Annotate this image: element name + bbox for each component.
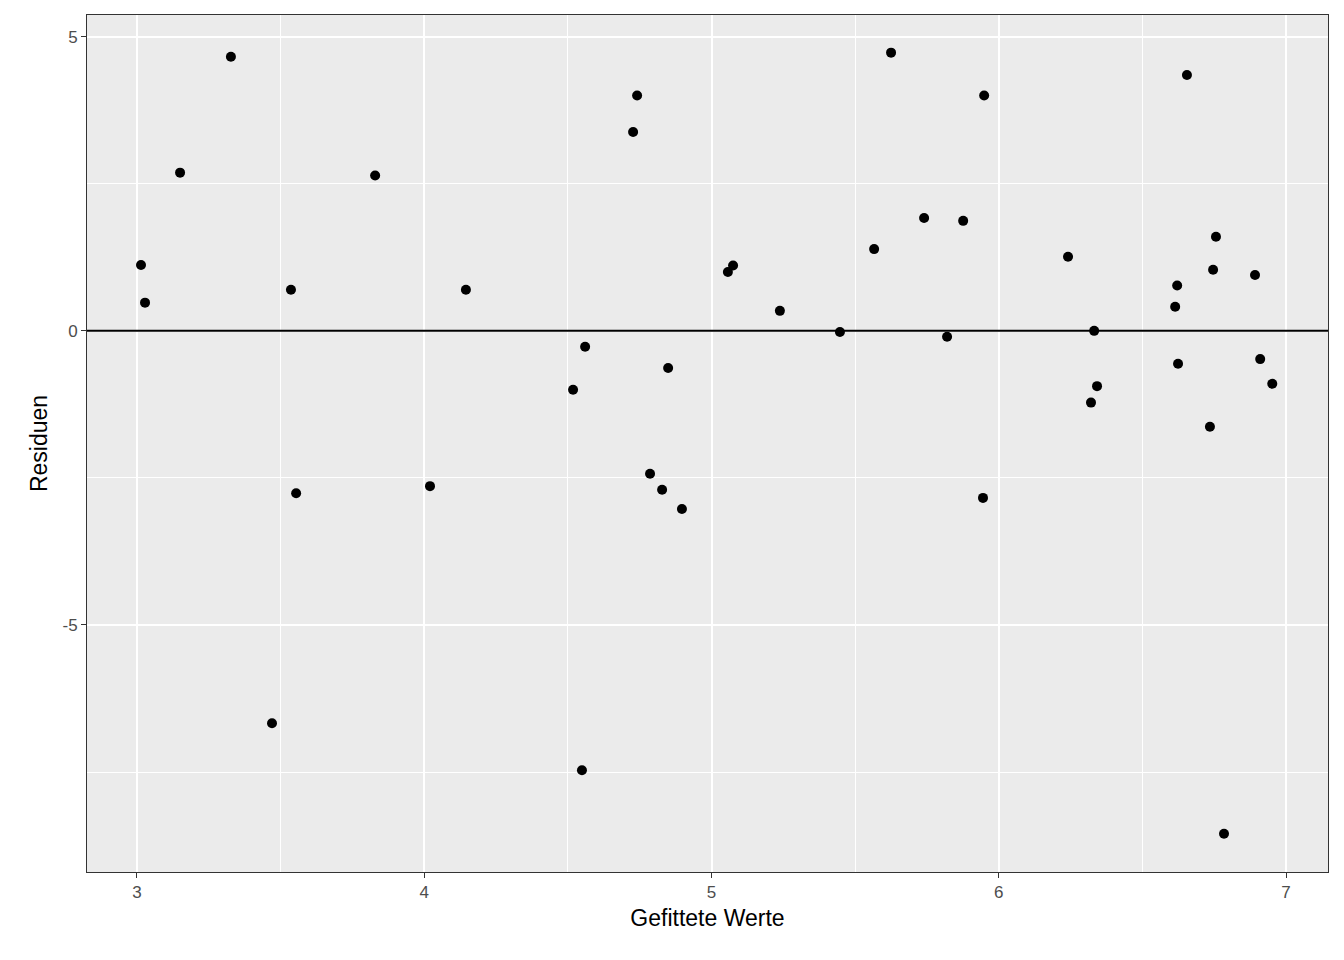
svg-text:Gefittete Werte: Gefittete Werte: [630, 905, 784, 931]
svg-text:6: 6: [994, 883, 1003, 902]
svg-text:4: 4: [420, 883, 429, 902]
svg-text:0: 0: [68, 322, 77, 341]
svg-text:5: 5: [68, 28, 77, 47]
svg-text:5: 5: [707, 883, 716, 902]
svg-text:7: 7: [1281, 883, 1290, 902]
svg-text:3: 3: [132, 883, 141, 902]
svg-text:-5: -5: [62, 616, 77, 635]
svg-text:Residuen: Residuen: [26, 395, 52, 492]
